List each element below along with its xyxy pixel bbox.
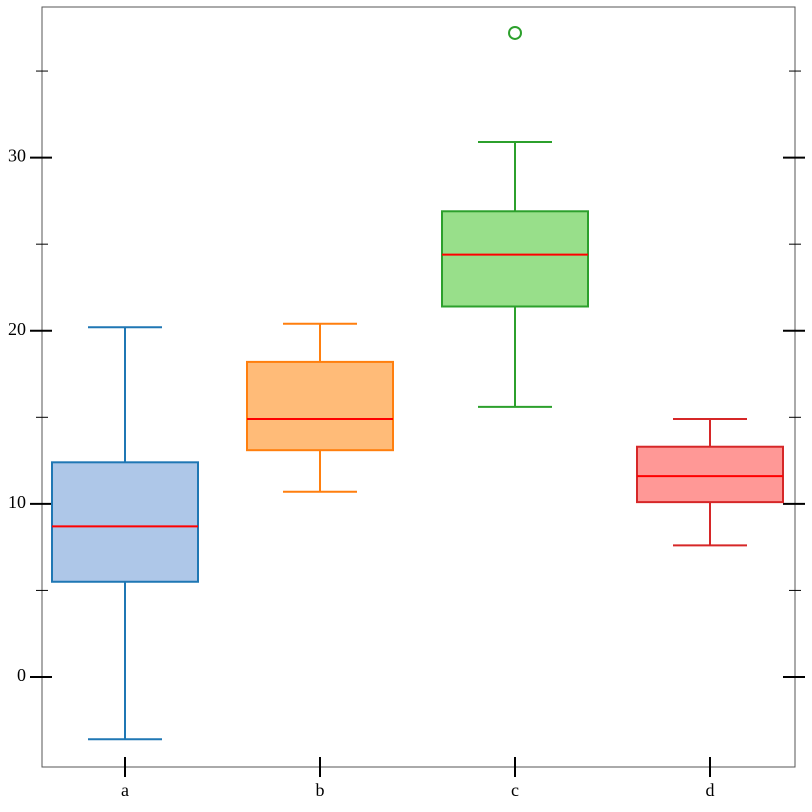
box bbox=[51, 461, 199, 583]
y-tick-label: 10 bbox=[8, 492, 26, 512]
plot-frame bbox=[41, 6, 796, 768]
box bbox=[636, 445, 784, 504]
x-tick-label: a bbox=[121, 780, 129, 800]
x-tick-label: c bbox=[511, 780, 519, 800]
box bbox=[246, 360, 394, 452]
y-tick-label: 0 bbox=[17, 665, 26, 685]
outlier bbox=[508, 25, 522, 40]
y-tick-label: 20 bbox=[8, 319, 26, 339]
x-tick-label: d bbox=[706, 780, 715, 800]
box bbox=[441, 210, 589, 308]
x-tick-label: b bbox=[316, 780, 325, 800]
y-tick-label: 30 bbox=[8, 146, 26, 166]
